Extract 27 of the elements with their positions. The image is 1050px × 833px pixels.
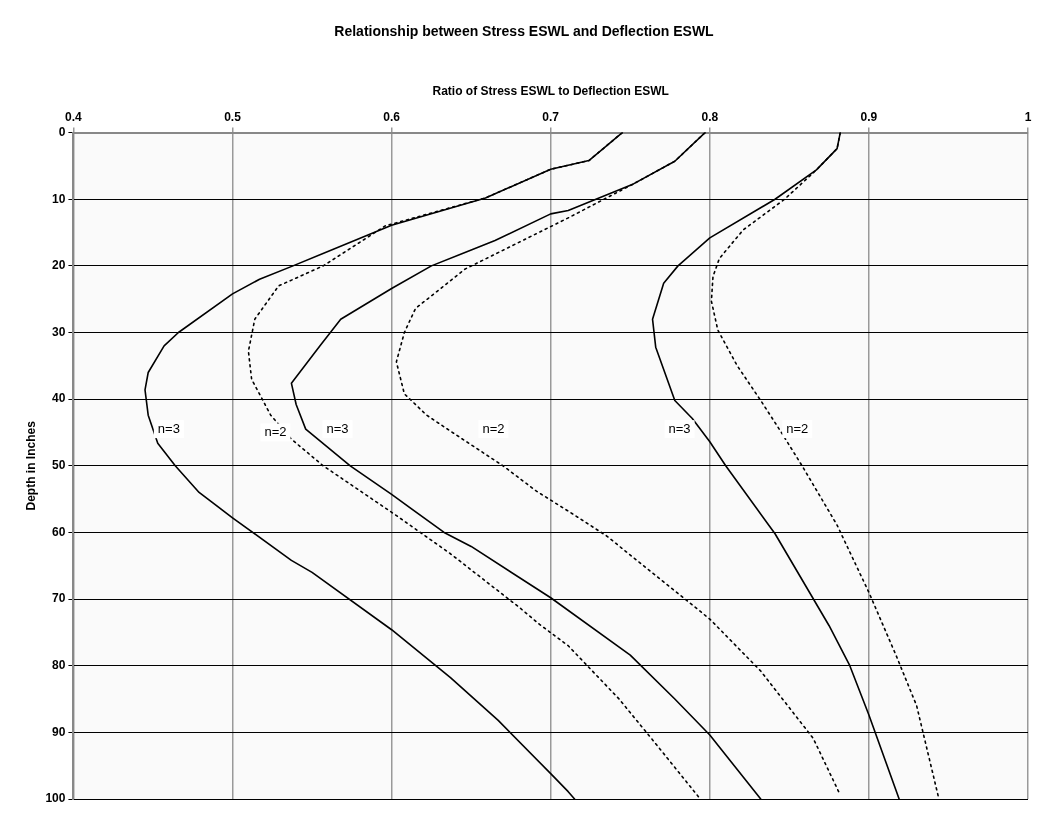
annotation: n=3 <box>668 420 691 436</box>
x-tick-label: 0.8 <box>701 109 719 124</box>
annotation: n=2 <box>482 420 505 436</box>
x-tick-label: 0.7 <box>542 109 560 124</box>
y-tick-label: 30 <box>52 324 66 339</box>
x-tick-label: 1 <box>1024 109 1032 124</box>
x-tick-label: 0.9 <box>860 109 878 124</box>
y-tick-label: 20 <box>52 258 66 273</box>
y-tick-label: 80 <box>52 658 66 673</box>
y-tick-label: 90 <box>52 724 66 739</box>
y-tick-label: 70 <box>52 591 66 606</box>
x-tick-label: 0.4 <box>65 109 83 124</box>
annotation: n=3 <box>157 420 180 436</box>
y-tick-label: 10 <box>52 191 66 206</box>
annotation: n=3 <box>326 420 349 436</box>
annotation: n=2 <box>264 424 287 440</box>
x-axis-title: Ratio of Stress ESWL to Deflection ESWL <box>432 84 669 99</box>
y-tick-label: 40 <box>52 391 66 406</box>
chart-title: Relationship between Stress ESWL and Deflection ESWL <box>334 23 715 40</box>
y-tick-label: 60 <box>52 524 66 539</box>
y-tick-label: 0 <box>58 124 66 139</box>
annotation: n=2 <box>786 420 809 436</box>
x-tick-label: 0.6 <box>383 109 401 124</box>
x-tick-label: 0.5 <box>224 109 242 124</box>
y-tick-label: 50 <box>52 458 66 473</box>
y-tick-label: 100 <box>45 791 66 806</box>
y-axis-title: Depth in Inches <box>23 420 38 511</box>
